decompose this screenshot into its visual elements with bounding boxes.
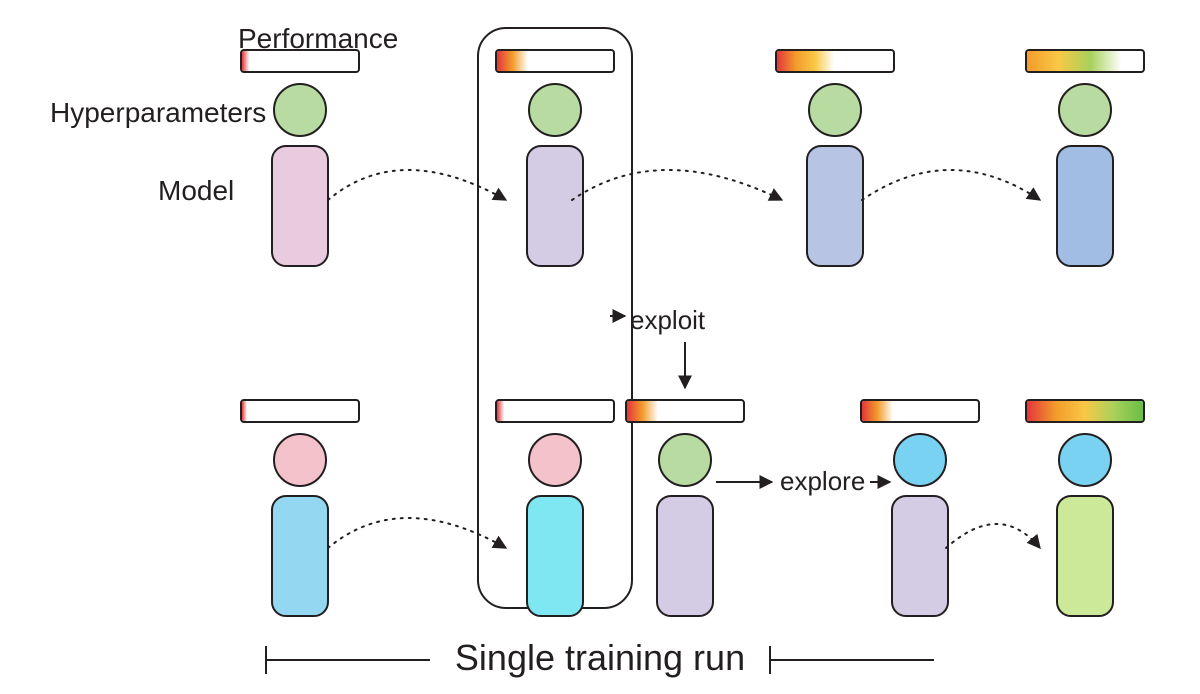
label-model: Model <box>158 175 234 206</box>
hyperparameter-circle <box>529 84 581 136</box>
hyperparameter-circle <box>1059 84 1111 136</box>
label-hyperparameters: Hyperparameters <box>50 97 266 128</box>
performance-bar <box>241 400 359 422</box>
hyperparameter-circle <box>274 434 326 486</box>
hyperparameter-circle <box>809 84 861 136</box>
performance-fill <box>497 401 504 421</box>
model-box <box>272 146 328 266</box>
bottom-agent-4 <box>1026 400 1144 616</box>
model-box <box>1057 496 1113 616</box>
train-arrow-1 <box>572 170 782 200</box>
model-box <box>527 146 583 266</box>
top-agent-0 <box>241 50 359 266</box>
bottom-agent-1 <box>496 400 614 616</box>
hyperparameter-circle <box>274 84 326 136</box>
label-exploit: exploit <box>630 305 706 335</box>
performance-fill <box>242 51 249 71</box>
performance-bar <box>496 400 614 422</box>
bottom-agent-0 <box>241 400 359 616</box>
hyperparameter-circle <box>529 434 581 486</box>
label-performance: Performance <box>238 23 398 54</box>
model-box <box>657 496 713 616</box>
performance-fill <box>862 401 893 421</box>
train-arrow-0 <box>328 170 506 200</box>
label-explore: explore <box>780 466 865 496</box>
performance-fill <box>777 51 834 71</box>
train-arrow-3 <box>328 518 506 548</box>
top-agent-3 <box>1026 50 1144 266</box>
hyperparameter-circle <box>1059 434 1111 486</box>
model-box <box>272 496 328 616</box>
model-box <box>527 496 583 616</box>
bottom-agent-2 <box>626 400 744 616</box>
top-agent-2 <box>776 50 894 266</box>
train-arrow-2 <box>862 170 1040 200</box>
model-box <box>807 146 863 266</box>
model-box <box>892 496 948 616</box>
top-agent-1 <box>496 50 614 266</box>
performance-fill <box>497 51 528 71</box>
performance-fill <box>1027 401 1143 421</box>
performance-fill <box>627 401 658 421</box>
train-arrow-4 <box>946 524 1040 548</box>
hyperparameter-circle <box>894 434 946 486</box>
label-caption: Single training run <box>455 637 745 678</box>
performance-fill <box>1027 51 1122 71</box>
performance-fill <box>242 401 247 421</box>
bottom-agent-3 <box>861 400 979 616</box>
model-box <box>1057 146 1113 266</box>
hyperparameter-circle <box>659 434 711 486</box>
